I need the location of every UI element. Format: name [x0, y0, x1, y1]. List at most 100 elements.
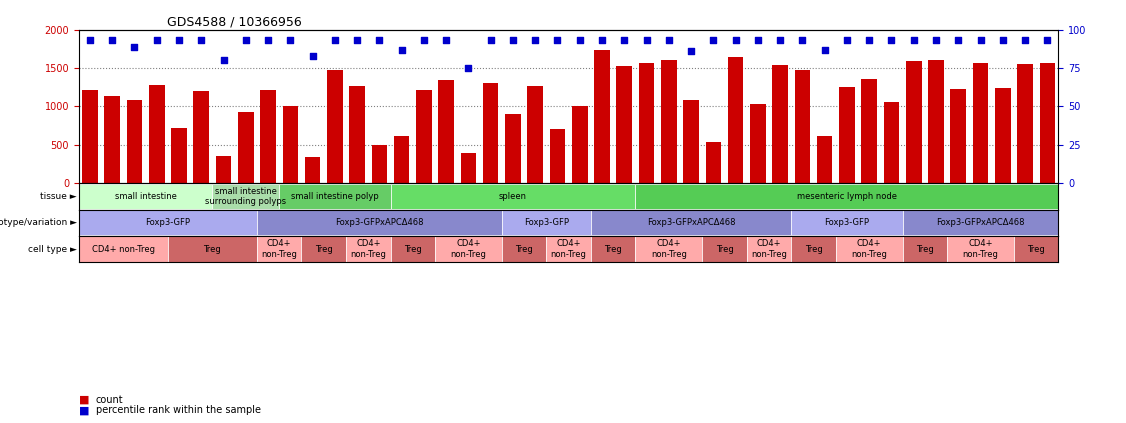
FancyBboxPatch shape: [903, 236, 947, 262]
Text: Treg: Treg: [204, 244, 222, 254]
Bar: [839, 87, 855, 183]
Text: CD4+ non-Treg: CD4+ non-Treg: [92, 244, 155, 254]
FancyBboxPatch shape: [947, 236, 1013, 262]
Point: [749, 37, 767, 44]
Text: mesenteric lymph node: mesenteric lymph node: [797, 192, 897, 201]
Bar: [816, 136, 832, 183]
Bar: [327, 70, 342, 183]
Point: [904, 37, 922, 44]
Bar: [349, 86, 365, 183]
Point: [304, 52, 322, 59]
Text: cell type ►: cell type ►: [28, 244, 77, 254]
Bar: [727, 57, 743, 183]
Bar: [973, 63, 989, 183]
Text: Treg: Treg: [716, 244, 733, 254]
Bar: [683, 100, 699, 183]
Point: [726, 37, 744, 44]
Bar: [105, 96, 120, 183]
FancyBboxPatch shape: [502, 210, 591, 235]
Text: small intestine polyp: small intestine polyp: [291, 192, 378, 201]
Text: CD4+
non-Treg: CD4+ non-Treg: [751, 239, 787, 259]
Text: CD4+
non-Treg: CD4+ non-Treg: [261, 239, 297, 259]
Text: small intestine
surrounding polyps: small intestine surrounding polyps: [205, 187, 286, 206]
Bar: [149, 85, 164, 183]
FancyBboxPatch shape: [792, 236, 835, 262]
FancyBboxPatch shape: [279, 184, 391, 209]
Text: CD4+
non-Treg: CD4+ non-Treg: [851, 239, 887, 259]
FancyBboxPatch shape: [546, 236, 591, 262]
FancyBboxPatch shape: [257, 210, 502, 235]
Bar: [950, 89, 966, 183]
Point: [705, 37, 723, 44]
Text: Foxp3-GFPxAPCΔ468: Foxp3-GFPxAPCΔ468: [936, 218, 1025, 227]
Bar: [572, 106, 588, 183]
Point: [414, 37, 432, 44]
Text: CD4+
non-Treg: CD4+ non-Treg: [963, 239, 999, 259]
Bar: [506, 114, 520, 183]
Bar: [661, 60, 677, 183]
FancyBboxPatch shape: [79, 184, 213, 209]
Bar: [795, 70, 811, 183]
Point: [949, 37, 967, 44]
Text: Foxp3-GFP: Foxp3-GFP: [524, 218, 569, 227]
Point: [104, 37, 122, 44]
FancyBboxPatch shape: [635, 236, 703, 262]
Text: GDS4588 / 10366956: GDS4588 / 10366956: [167, 16, 302, 28]
Point: [282, 37, 300, 44]
FancyBboxPatch shape: [1013, 236, 1058, 262]
FancyBboxPatch shape: [257, 236, 302, 262]
Point: [215, 57, 233, 64]
Text: ■: ■: [79, 395, 89, 405]
Bar: [595, 49, 610, 183]
Bar: [238, 112, 253, 183]
FancyBboxPatch shape: [435, 236, 502, 262]
Text: spleen: spleen: [499, 192, 527, 201]
Point: [815, 46, 833, 53]
FancyBboxPatch shape: [591, 210, 792, 235]
Point: [370, 37, 388, 44]
Point: [437, 37, 455, 44]
Bar: [928, 60, 944, 183]
Bar: [260, 90, 276, 183]
Bar: [305, 157, 321, 183]
Text: percentile rank within the sample: percentile rank within the sample: [96, 405, 261, 415]
Text: small intestine: small intestine: [115, 192, 177, 201]
Text: Foxp3-GFP: Foxp3-GFP: [824, 218, 869, 227]
Point: [548, 37, 566, 44]
Point: [325, 37, 343, 44]
Point: [794, 37, 812, 44]
Point: [193, 37, 211, 44]
FancyBboxPatch shape: [835, 236, 903, 262]
FancyBboxPatch shape: [79, 236, 168, 262]
Point: [883, 37, 901, 44]
FancyBboxPatch shape: [391, 236, 435, 262]
FancyBboxPatch shape: [792, 210, 903, 235]
Bar: [772, 65, 788, 183]
Text: Treg: Treg: [915, 244, 933, 254]
Bar: [82, 90, 98, 183]
Point: [170, 37, 188, 44]
Point: [504, 37, 522, 44]
Point: [593, 37, 611, 44]
Text: Foxp3-GFP: Foxp3-GFP: [145, 218, 190, 227]
Text: count: count: [96, 395, 124, 405]
Bar: [438, 80, 454, 183]
Text: CD4+
non-Treg: CD4+ non-Treg: [450, 239, 486, 259]
Point: [994, 37, 1012, 44]
Point: [660, 37, 678, 44]
Point: [838, 37, 856, 44]
Text: Treg: Treg: [516, 244, 533, 254]
FancyBboxPatch shape: [168, 236, 257, 262]
Bar: [372, 145, 387, 183]
Bar: [283, 107, 298, 183]
Point: [125, 43, 143, 50]
Bar: [194, 91, 209, 183]
FancyBboxPatch shape: [502, 236, 546, 262]
FancyBboxPatch shape: [747, 236, 792, 262]
Point: [259, 37, 277, 44]
Text: Treg: Treg: [805, 244, 822, 254]
Point: [682, 48, 700, 55]
Text: Foxp3-GFPxAPCΔ468: Foxp3-GFPxAPCΔ468: [646, 218, 735, 227]
Text: tissue ►: tissue ►: [41, 192, 77, 201]
Bar: [394, 136, 410, 183]
